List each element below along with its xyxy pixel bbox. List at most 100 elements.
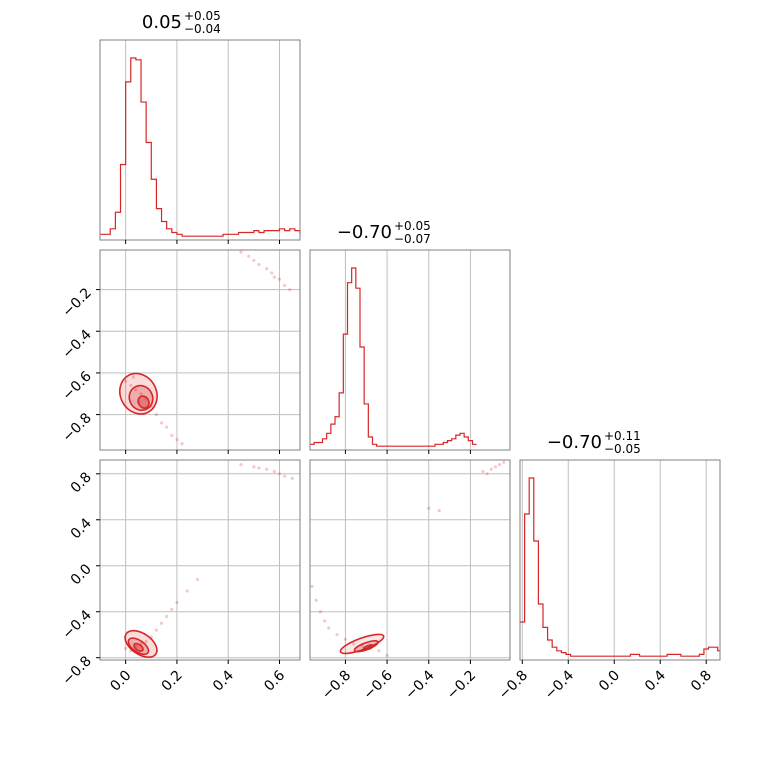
histogram-2 (520, 477, 720, 657)
scatter-point (129, 383, 133, 388)
scatter-point (134, 387, 138, 392)
title-median-1: −0.70 (337, 222, 392, 243)
x-tick-label-2: −0.8 (496, 668, 531, 703)
scatter-point (124, 379, 128, 383)
scatter-point (134, 644, 138, 648)
hist-panel-0 (100, 40, 300, 240)
scatter-point (239, 250, 243, 254)
histogram-0 (100, 57, 301, 237)
scatter-point (175, 600, 179, 605)
x-tick-label-2: 0.4 (642, 667, 669, 694)
y-tick-label-2: 0.4 (68, 515, 95, 542)
scatter-point (277, 277, 282, 281)
scatter-point (427, 506, 431, 510)
y-tick-label-2: 0.8 (68, 469, 95, 496)
x-tick-label-2: −0.4 (542, 667, 577, 702)
panel-frame (309, 249, 511, 451)
contour-level-2 (362, 644, 375, 651)
panel-frame (519, 459, 721, 661)
title-plus-2: +0.11 (604, 429, 641, 443)
panel-frame (99, 39, 301, 241)
scatter-point (159, 421, 164, 425)
contour-level-0 (119, 372, 158, 415)
hist-panel-1 (310, 250, 510, 450)
scatter-point (314, 598, 318, 602)
x-tick-label-1: −0.2 (444, 668, 479, 703)
scatter-point (265, 267, 269, 271)
scatter-point (131, 375, 135, 379)
y-tick-label-2: −0.4 (59, 607, 94, 642)
scatter-point (180, 442, 184, 446)
scatter-point (352, 642, 356, 646)
scatter-point (327, 626, 331, 630)
scatter-point (489, 467, 493, 471)
scatter-point (257, 262, 261, 267)
x-tick-label-1: −0.6 (361, 667, 396, 702)
scatter-point (272, 469, 276, 474)
title-plus-0: +0.05 (184, 9, 221, 23)
scatter-point (310, 584, 314, 589)
scatter-point (288, 287, 292, 292)
x-tick-label-0: 0.4 (210, 667, 237, 694)
scatter-point (124, 646, 128, 651)
scatter-point (437, 508, 441, 513)
scatter-point (343, 637, 348, 641)
histogram-1 (310, 267, 477, 447)
scatter-point (170, 607, 174, 612)
y-tick-label-2: 0.0 (68, 561, 95, 588)
scatter-panel-1-2 (310, 460, 510, 660)
scatter-point (485, 472, 489, 476)
scatter-point (165, 614, 169, 618)
scatter-point (139, 392, 143, 396)
scatter-point (272, 275, 276, 279)
scatter-point (159, 621, 164, 625)
contour-level-2 (133, 642, 144, 652)
x-tick-label-1: −0.8 (319, 668, 354, 703)
title-minus-0: −0.04 (184, 22, 221, 36)
scatter-panel-0-1 (100, 250, 300, 450)
x-tick-label-2: 0.8 (688, 668, 715, 695)
scatter-point (290, 476, 294, 480)
panel-frame (99, 249, 301, 451)
scatter-point (154, 412, 159, 417)
scatter-point (270, 271, 274, 275)
scatter-point (185, 589, 189, 593)
scatter-point (175, 437, 179, 442)
x-tick-label-0: 0.6 (261, 667, 288, 694)
scatter-point (257, 466, 261, 470)
scatter-point (283, 283, 287, 288)
contour-level-1 (128, 384, 154, 412)
title-minus-1: −0.07 (394, 232, 431, 246)
scatter-point (252, 465, 256, 469)
scatter-point (265, 467, 269, 471)
scatter-point (377, 649, 381, 653)
scatter-point (502, 460, 506, 464)
scatter-point (322, 619, 327, 623)
hist-panel-2 (520, 460, 720, 660)
scatter-point (165, 425, 169, 429)
scatter-point (481, 469, 485, 474)
title-median-0: 0.05 (142, 12, 182, 33)
contour-level-2 (137, 395, 150, 409)
scatter-point (239, 462, 243, 467)
scatter-point (283, 474, 287, 478)
panel-frame (99, 459, 301, 661)
y-tick-label-1: −0.8 (59, 410, 94, 445)
scatter-point (385, 653, 389, 658)
x-tick-label-1: −0.4 (402, 667, 437, 702)
scatter-point (335, 633, 339, 637)
x-tick-label-0: 0.2 (159, 668, 186, 695)
scatter-point (144, 640, 148, 644)
panel-frame (309, 459, 511, 661)
title-median-2: −0.70 (547, 432, 602, 453)
scatter-point (277, 472, 282, 476)
scatter-point (170, 433, 174, 438)
scatter-point (497, 462, 502, 467)
scatter-point (247, 254, 251, 258)
y-tick-label-1: −0.2 (59, 285, 94, 320)
title-plus-1: +0.05 (394, 219, 431, 233)
x-tick-label-0: 0.0 (107, 668, 134, 695)
scatter-panel-0-2 (100, 460, 300, 660)
scatter-point (154, 628, 159, 632)
